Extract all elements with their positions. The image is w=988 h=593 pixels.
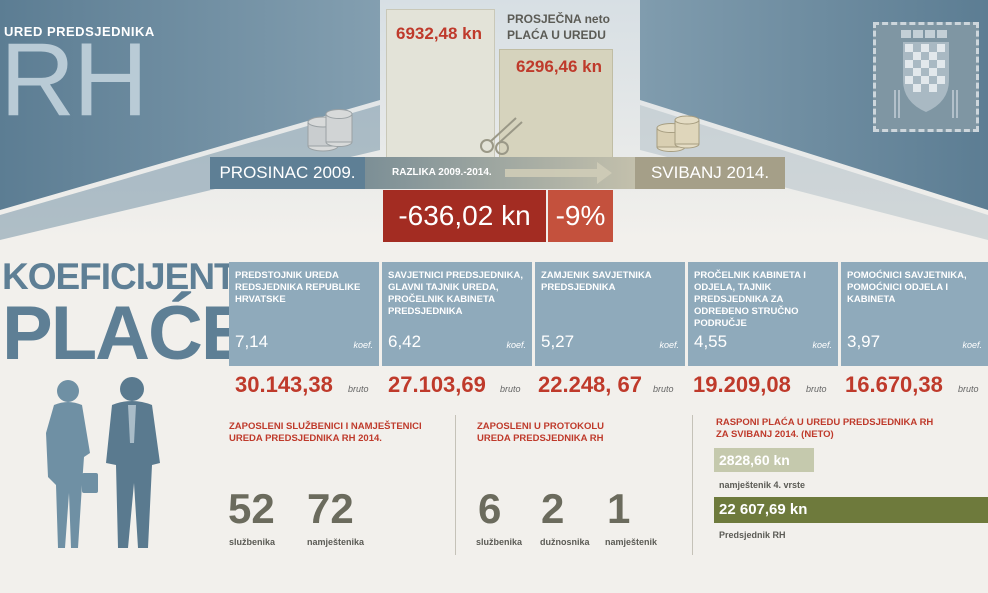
arrow-right-icon (505, 162, 612, 184)
range-max-value: 22 607,69 kn (719, 501, 808, 518)
date-pill-2009: PROSINAC 2009. (210, 157, 365, 189)
coin-stack-icon (656, 115, 700, 152)
salary-title-line2: PLAĆA U UREDU (507, 28, 606, 42)
difference-value-box: -636,02 kn (383, 190, 546, 242)
scissors-icon (480, 117, 523, 155)
protocol-label-dignitaries: dužnosnika (540, 537, 590, 547)
coat-of-arms-icon (894, 30, 958, 118)
bruto-label-2: bruto (500, 384, 521, 394)
bruto-label-1: bruto (348, 384, 369, 394)
bruto-value-2: 27.103,69 (388, 372, 486, 397)
date-label-2014: SVIBANJ 2014. (650, 163, 770, 182)
salary-value-2009: 6932,48 kn (396, 24, 483, 43)
bruto-row-band (229, 366, 988, 404)
section-divider (692, 415, 693, 555)
bruto-label-4: bruto (806, 384, 827, 394)
salary-value-2014: 6296,46 kn (516, 57, 603, 76)
range-min-bar (714, 448, 814, 472)
coef-position: ZAMJENIK SAVJETNIKA PREDSJEDNIKA (541, 270, 652, 293)
protocol-count-dignitaries: 2 (541, 485, 565, 532)
staff-count-officials: 52 (228, 485, 275, 532)
coef-position: POMOĆNICI SAVJETNIKA, POMOĆNICI ODJELA I… (847, 270, 967, 305)
coef-value: 3,97 (847, 332, 881, 351)
date-label-2009: PROSINAC 2009. (219, 163, 356, 182)
protocol-heading-line1: ZAPOSLENI U PROTOKOLU (477, 421, 605, 432)
range-max-bar (714, 497, 988, 523)
protocol-label-employee: namještenik (605, 537, 658, 547)
difference-percent-box: -9% (548, 190, 613, 242)
staff-count-employees: 72 (307, 485, 354, 532)
salary-card-2014 (500, 50, 612, 160)
protocol-label-officials: službenika (476, 537, 523, 547)
staff-heading-line1: ZAPOSLENI SLUŽBENICI I NAMJEŠTENICI (229, 421, 422, 432)
range-max-label: Predsjednik RH (719, 530, 786, 540)
bruto-value-5: 16.670,38 (845, 372, 943, 397)
bruto-value-4: 19.209,08 (693, 372, 791, 397)
coin-stack-icon (307, 109, 353, 152)
range-heading-line1: RASPONI PLAĆA U UREDU PREDSJEDNIKA RH (716, 417, 934, 428)
staff-label-employees: namještenika (307, 537, 365, 547)
coef-value: 5,27 (541, 332, 575, 351)
office-label: URED PREDSJEDNIKA (4, 24, 155, 39)
coef-value: 7,14 (235, 332, 269, 351)
bruto-label-5: bruto (958, 384, 979, 394)
bruto-value-1: 30.143,38 (235, 372, 333, 397)
coef-unit-label: koef. (962, 340, 982, 350)
range-min-label: namještenik 4. vrste (719, 480, 806, 490)
difference-percent: -9% (555, 200, 606, 231)
office-rh-title: RH (0, 22, 148, 138)
section-divider (455, 415, 456, 555)
salary-title-line1: PROSJEČNA neto (507, 12, 610, 26)
coef-unit-label: koef. (659, 340, 679, 350)
bruto-value-3: 22.248, 67 (538, 372, 642, 397)
difference-value: -636,02 kn (398, 200, 531, 231)
protocol-heading-line2: UREDA PREDSJEDNIKA RH (477, 433, 604, 444)
coef-title-line1: KOEFICIJENTI I (2, 256, 264, 297)
coef-position: PROČELNIK KABINETA I ODJELA, TAJNIK PRED… (694, 270, 806, 329)
people-silhouette-icon (46, 377, 160, 548)
range-min-value: 2828,60 kn (719, 452, 790, 468)
range-heading-line2: ZA SVIBANJ 2014. (neto) (716, 429, 834, 440)
salary-card-2009 (387, 10, 494, 160)
coef-unit-label: koef. (506, 340, 526, 350)
coef-title-line2: PLAĆE (2, 291, 252, 376)
coef-unit-label: koef. (812, 340, 832, 350)
difference-label: RAZLIKA 2009.-2014. (392, 167, 492, 178)
staff-heading-line2: UREDA PREDSJEDNIKA RH 2014. (229, 433, 382, 444)
staff-label-officials: službenika (229, 537, 276, 547)
protocol-count-employee: 1 (607, 485, 631, 532)
coef-value: 4,55 (694, 332, 728, 351)
bruto-label-3: bruto (653, 384, 674, 394)
coef-unit-label: koef. (353, 340, 373, 350)
coef-position: SAVJETNICI PREDSJEDNIKA, GLAVNI TAJNIK U… (388, 270, 523, 317)
date-pill-2014: SVIBANJ 2014. (635, 157, 785, 189)
protocol-count-officials: 6 (478, 485, 502, 532)
coef-position: PREDSTOJNIK UREDA REDSJEDNIKA REPUBLIKE … (235, 270, 361, 305)
coef-value: 6,42 (388, 332, 422, 351)
